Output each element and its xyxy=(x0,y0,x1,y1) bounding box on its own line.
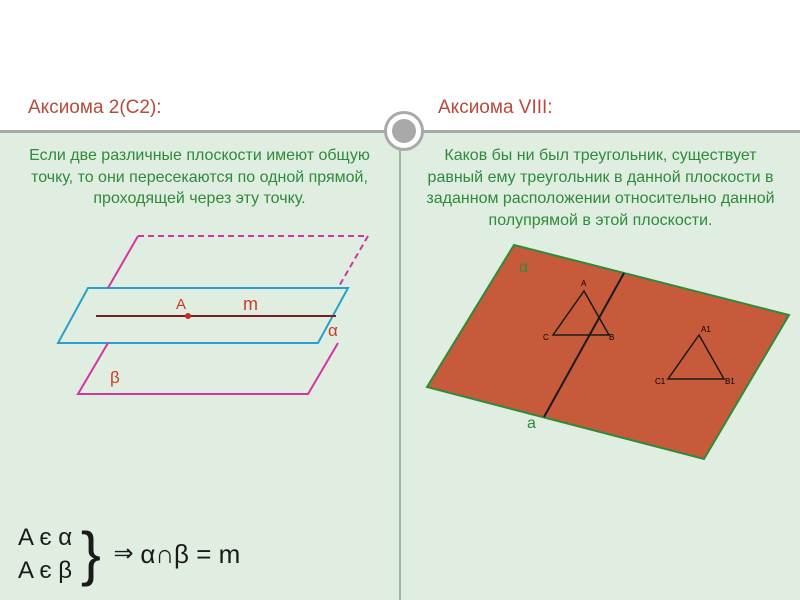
label-vB1: B1 xyxy=(725,377,735,386)
left-diagram-svg xyxy=(18,218,398,398)
left-formula: A є α A є β } ⇒ α∩β = m xyxy=(18,521,240,588)
left-diagram: A m α β xyxy=(18,218,381,398)
formula-result: α∩β = m xyxy=(140,539,240,569)
label-A: A xyxy=(176,296,186,313)
plane-beta-edge1 xyxy=(108,236,138,288)
left-description: Если две различные плоскости имеют общую… xyxy=(18,145,381,210)
formula-line2: A є β xyxy=(18,554,72,588)
label-vC: C xyxy=(543,333,549,342)
axiom-left-title: Аксиома 2(С2): xyxy=(0,95,390,127)
label-line-a: a xyxy=(527,415,536,433)
formula-brace: } xyxy=(81,527,101,581)
label-vB: B xyxy=(609,333,614,342)
top-blank-area xyxy=(0,0,800,95)
formula-line1: A є α xyxy=(18,521,72,555)
separator-circle-inner xyxy=(392,119,416,143)
label-beta: β xyxy=(110,368,120,388)
axiom-right-title: Аксиома VIII: xyxy=(390,95,800,127)
point-a xyxy=(185,313,191,319)
label-alpha-right: α xyxy=(519,259,528,277)
label-alpha: α xyxy=(328,321,338,341)
right-diagram: α a A B C A1 B1 C1 xyxy=(419,235,782,465)
label-vA: A xyxy=(581,279,586,288)
formula-arrow: ⇒ xyxy=(114,540,134,567)
right-description: Каков бы ни был треугольник, существует … xyxy=(419,145,782,231)
content-area: Если две различные плоскости имеют общую… xyxy=(0,133,800,600)
label-vC1: C1 xyxy=(655,377,665,386)
plane-beta-dash-right xyxy=(338,236,368,288)
left-column: Если две различные плоскости имеют общую… xyxy=(0,133,401,600)
label-vA1: A1 xyxy=(701,325,711,334)
plane-alpha-right xyxy=(427,245,789,459)
right-diagram-svg xyxy=(419,235,799,465)
label-m: m xyxy=(243,294,258,315)
right-column: Каков бы ни был треугольник, существует … xyxy=(401,133,800,600)
